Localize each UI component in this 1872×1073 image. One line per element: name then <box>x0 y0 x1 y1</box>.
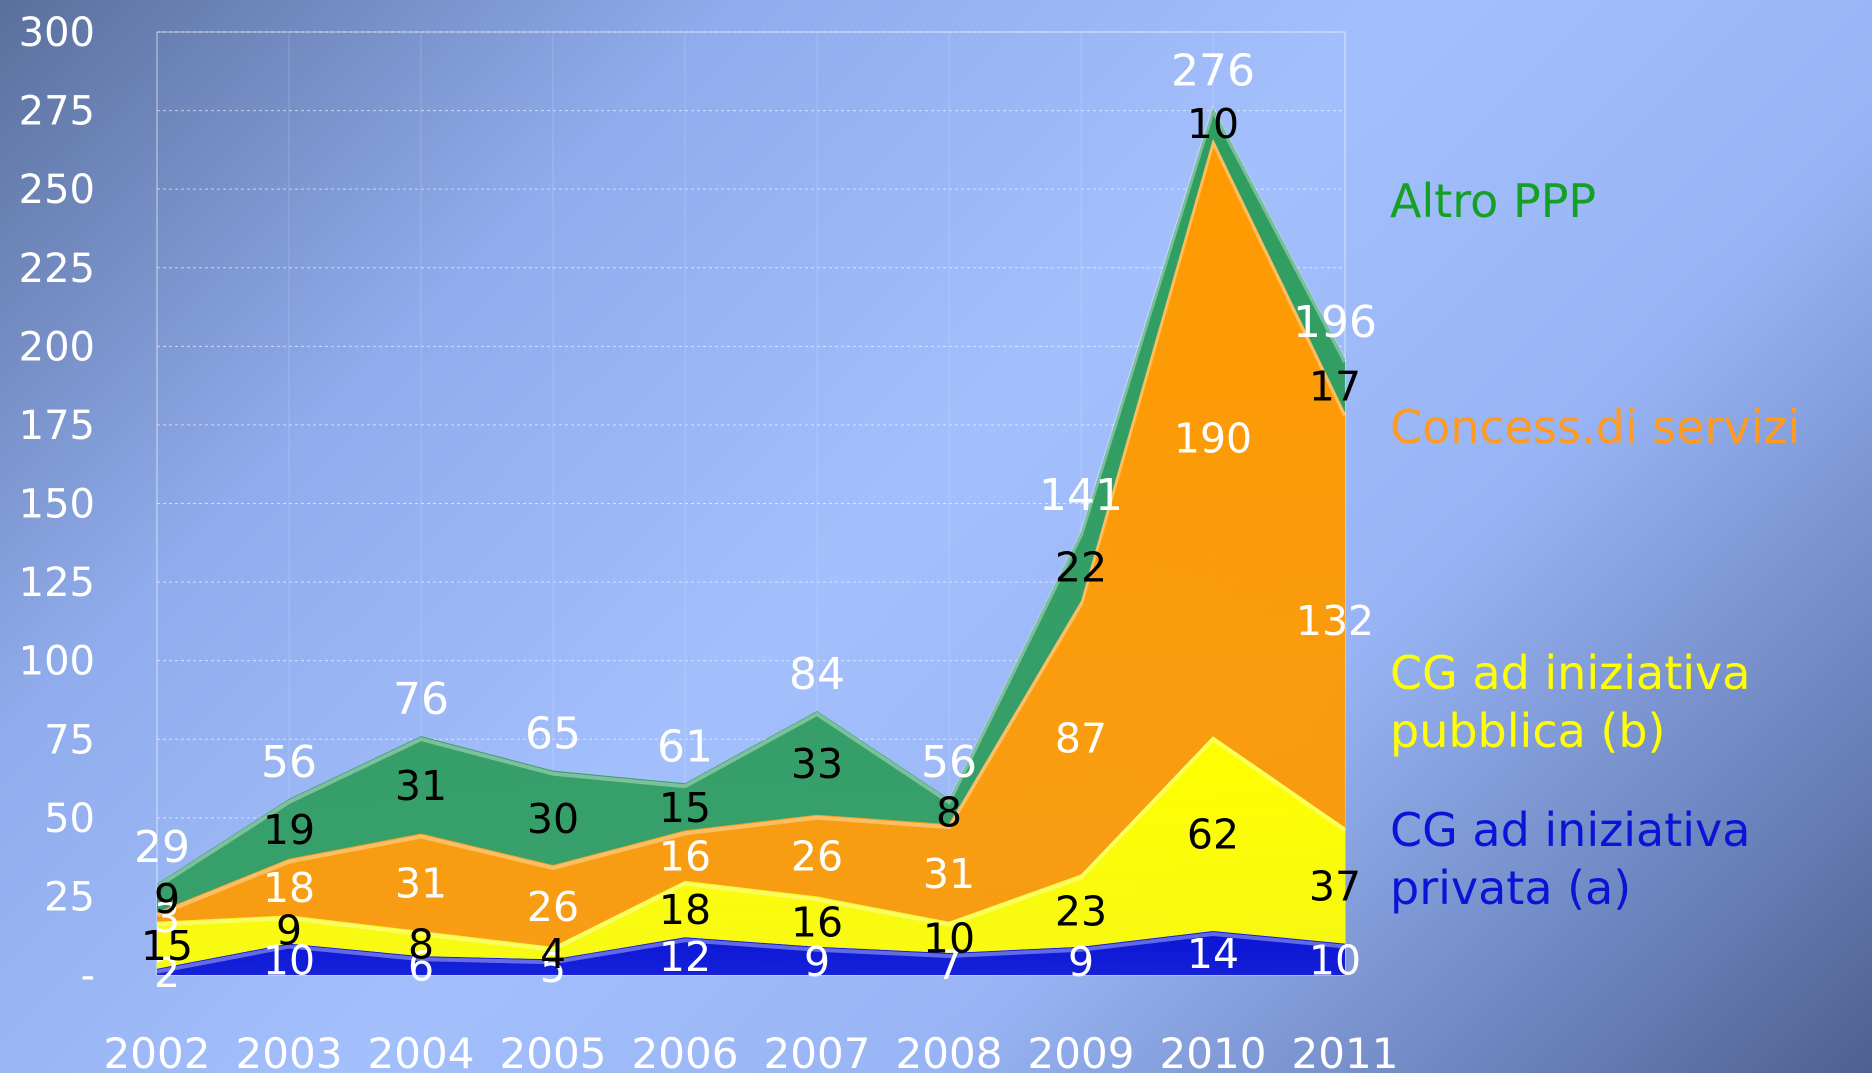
data-label: 17 <box>1309 363 1361 411</box>
area-ridge <box>156 136 1347 917</box>
data-label: 16 <box>791 899 843 947</box>
data-label: 132 <box>1296 597 1374 645</box>
x-axis: 2002 2003 2004 2005 2006 2007 2008 2009 2010 2011 <box>104 1029 1399 1073</box>
data-label: 87 <box>1055 715 1107 763</box>
data-label: 18 <box>659 886 711 934</box>
x-tick-label: 2009 <box>1028 1029 1135 1073</box>
y-tick-label: 125 <box>19 560 95 606</box>
y-tick-label: 50 <box>44 796 95 842</box>
legend-entry: Altro PPP <box>1390 174 1596 228</box>
data-label: 62 <box>1187 811 1239 859</box>
total-label: 29 <box>134 822 190 873</box>
x-tick-label: 2011 <box>1292 1029 1399 1073</box>
data-label: 3 <box>154 894 180 942</box>
data-label: 190 <box>1174 414 1252 462</box>
data-label: 26 <box>527 883 579 931</box>
data-label: 7 <box>936 941 962 989</box>
legend-entry-line1: CG ad iniziativa <box>1390 803 1750 857</box>
y-tick-label: 200 <box>19 324 95 370</box>
data-label: 8 <box>408 921 434 969</box>
total-label: 65 <box>525 709 581 760</box>
legend-entry-line2: pubblica (b) <box>1390 704 1666 758</box>
data-label: 33 <box>791 740 843 788</box>
total-label: 56 <box>261 737 317 788</box>
data-label: 4 <box>540 930 566 978</box>
area-ridge <box>156 736 1347 952</box>
y-tick-label: 225 <box>19 246 95 292</box>
data-label: 19 <box>263 806 315 854</box>
x-tick-label: 2007 <box>764 1029 871 1073</box>
x-tick-label: 2008 <box>896 1029 1003 1073</box>
x-tick-label: 2004 <box>368 1029 475 1073</box>
total-label: 61 <box>657 721 713 772</box>
data-label: 12 <box>659 933 711 981</box>
legend-entry: Concess.di servizi <box>1390 400 1800 454</box>
area-cg-ad-iniziativa-privata-a- <box>157 930 1345 975</box>
data-label: 16 <box>659 833 711 881</box>
data-label: 9 <box>1068 938 1094 986</box>
y-tick-label: 175 <box>19 403 95 449</box>
legend-entry-line2: privata (a) <box>1390 861 1631 915</box>
total-label: 84 <box>789 649 845 700</box>
x-tick-label: 2010 <box>1160 1029 1267 1073</box>
data-label: 10 <box>1187 100 1239 148</box>
total-label: 196 <box>1293 297 1377 348</box>
total-label: 276 <box>1171 45 1255 96</box>
data-label: 31 <box>923 850 975 898</box>
data-label: 31 <box>395 762 447 810</box>
y-tick-label: 75 <box>44 717 95 763</box>
x-tick-label: 2003 <box>236 1029 343 1073</box>
data-label: 8 <box>936 789 962 837</box>
data-label: 26 <box>791 833 843 881</box>
data-label: 9 <box>154 875 180 923</box>
data-label: 5 <box>540 944 566 992</box>
data-label: 10 <box>923 914 975 962</box>
y-tick-label: 150 <box>19 482 95 528</box>
data-label: 22 <box>1055 543 1107 591</box>
y-tick-label: - <box>81 953 95 999</box>
data-label: 30 <box>527 795 579 843</box>
data-label: 14 <box>1187 930 1239 978</box>
data-label: 18 <box>263 864 315 912</box>
data-label: 31 <box>395 859 447 907</box>
legend-entry-line1: CG ad iniziativa <box>1390 646 1750 700</box>
y-tick-label: 100 <box>19 639 95 685</box>
y-tick-label: 25 <box>44 874 95 920</box>
y-tick-label: 275 <box>19 89 95 135</box>
x-tick-label: 2005 <box>500 1029 607 1073</box>
data-label: 9 <box>804 938 830 986</box>
total-label: 56 <box>921 737 977 788</box>
data-label: 9 <box>276 906 302 954</box>
area-ridge <box>155 105 1347 889</box>
data-label: 15 <box>659 784 711 832</box>
legend: Altro PPP Concess.di servizi CG ad iniziat… <box>1390 174 1800 915</box>
totals: 29 56 76 65 61 84 56 141 276 196 <box>134 45 1377 872</box>
area-ridge <box>156 931 1346 974</box>
area-concess-di-servizi <box>157 138 1345 947</box>
data-label: 2 <box>154 949 180 997</box>
areas <box>155 105 1347 975</box>
x-tick-label: 2006 <box>632 1029 739 1073</box>
data-label: 10 <box>1309 936 1361 984</box>
total-label: 76 <box>393 674 449 725</box>
x-tick-label: 2002 <box>104 1029 211 1073</box>
total-label: 141 <box>1039 470 1123 521</box>
data-label: 23 <box>1055 888 1107 936</box>
data-label: 6 <box>408 943 434 991</box>
y-tick-label: 250 <box>19 167 95 213</box>
area-altro-ppp <box>157 107 1345 913</box>
area-cg-ad-iniziativa-pubblica-b- <box>157 736 1345 969</box>
data-label: 10 <box>263 936 315 984</box>
data-label: 37 <box>1309 862 1361 910</box>
y-tick-label: 300 <box>19 10 95 56</box>
data-label: 15 <box>141 922 193 970</box>
